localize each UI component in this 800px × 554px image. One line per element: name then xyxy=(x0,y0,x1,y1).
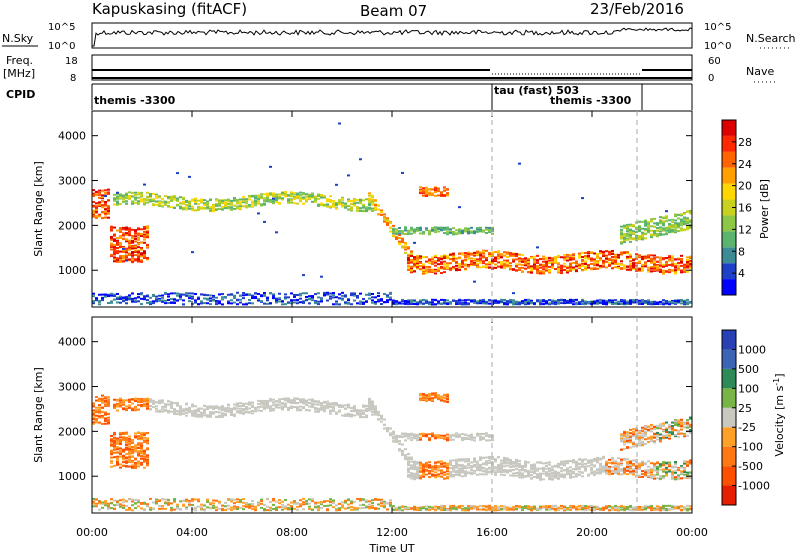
colorbar-tick: -1000 xyxy=(738,480,770,493)
colorbar-swatch xyxy=(722,247,736,264)
cpid-segment: tau (fast) 503 xyxy=(494,84,579,97)
power-heatmap xyxy=(92,122,692,306)
colorbar-swatch xyxy=(722,183,736,200)
colorbar-tick: 100 xyxy=(738,382,759,395)
colorbar-swatch xyxy=(722,427,736,447)
colorbar-swatch xyxy=(722,279,736,295)
nave-label: Nave xyxy=(746,65,774,78)
colorbar-swatch xyxy=(722,120,736,136)
y-tick-label: 2000 xyxy=(58,425,86,438)
beam-title: Beam 07 xyxy=(360,2,427,20)
colorbar-swatch xyxy=(722,135,736,152)
velocity-panel: 1000 2000 3000 4000 Slant Range [km] 1000 50… xyxy=(32,316,787,514)
colorbar-tick: -25 xyxy=(738,421,756,434)
colorbar-swatch xyxy=(722,388,736,408)
sky-noise-trace xyxy=(91,27,693,48)
colorbar-tick: -500 xyxy=(738,460,763,473)
colorbar-tick: 12 xyxy=(738,223,752,236)
x-tick-label: 20:00 xyxy=(576,526,608,539)
colorbar-swatch xyxy=(722,485,736,505)
xaxis-label: Time UT xyxy=(368,542,414,554)
cpid-label: CPID xyxy=(6,88,35,101)
cpid-panel: CPID themis -3300 tau (fast) 503 themis … xyxy=(6,83,693,110)
x-tick-label: 00:00 xyxy=(76,526,108,539)
y-tick-label: 3000 xyxy=(58,175,86,188)
power-colorbar: 28 24 20 16 12 8 4 xyxy=(721,119,752,296)
colorbar-swatch xyxy=(722,349,736,369)
nave-tick-max: 60 xyxy=(708,56,721,67)
velocity-heatmap xyxy=(92,392,692,512)
search-tick-min: 10^0 xyxy=(704,41,731,52)
sky-noise-panel: N.Sky 10^5 10^0 10^5 10^0 N.Search xyxy=(2,22,796,52)
colorbar-swatch xyxy=(722,407,736,428)
y-tick-label: 2000 xyxy=(58,219,86,232)
freq-unit-label: [MHz] xyxy=(3,67,35,80)
nave-tick-min: 0 xyxy=(708,73,714,84)
colorbar-swatch xyxy=(722,167,736,184)
colorbar-swatch xyxy=(722,199,736,216)
power-panel: 1000 2000 3000 4000 Slant Range [km] 28 24 20… xyxy=(32,110,771,308)
colorbar-swatch xyxy=(722,263,736,280)
colorbar-tick: 20 xyxy=(738,180,752,193)
search-tick-max: 10^5 xyxy=(704,22,731,33)
colorbar-swatch xyxy=(722,330,736,350)
power-colorbar-label: Power [dB] xyxy=(758,179,771,239)
colorbar-tick: 500 xyxy=(738,363,759,376)
power-ylabel: Slant Range [km] xyxy=(32,161,45,257)
colorbar-tick: 25 xyxy=(738,402,752,415)
colorbar-swatch xyxy=(722,466,736,486)
velocity-colorbar: 1000 500 100 25 -25 -100 -500 -1000 xyxy=(721,329,770,506)
y-tick-label: 1000 xyxy=(58,264,86,277)
sky-label: N.Sky xyxy=(2,32,34,45)
freq-tick-min: 8 xyxy=(70,73,76,84)
colorbar-tick: 28 xyxy=(738,136,752,149)
colorbar-swatch xyxy=(722,231,736,248)
colorbar-tick: 1000 xyxy=(738,343,766,356)
cpid-segment: themis -3300 xyxy=(550,94,632,107)
velocity-colorbar-label: Velocity [m s-1] xyxy=(772,373,787,456)
y-tick-label: 3000 xyxy=(58,381,86,394)
frequency-panel: Freq. [MHz] 18 8 60 0 Nave xyxy=(3,54,776,84)
search-label: N.Search xyxy=(746,32,796,45)
colorbar-tick: 16 xyxy=(738,202,752,215)
x-tick-label: 04:00 xyxy=(176,526,208,539)
colorbar-swatch xyxy=(722,151,736,168)
colorbar-swatch xyxy=(722,215,736,232)
y-tick-label: 4000 xyxy=(58,336,86,349)
y-tick-label: 4000 xyxy=(58,130,86,143)
freq-tick-max: 18 xyxy=(65,56,78,67)
x-tick-label: 08:00 xyxy=(276,526,308,539)
colorbar-tick: -100 xyxy=(738,441,763,454)
freq-label: Freq. xyxy=(6,54,33,67)
x-tick-label: 00:00 xyxy=(676,526,708,539)
velocity-ylabel: Slant Range [km] xyxy=(32,367,45,463)
station-title: Kapuskasing (fitACF) xyxy=(92,0,247,18)
colorbar-swatch xyxy=(722,446,736,467)
colorbar-tick: 4 xyxy=(738,267,745,280)
cpid-segment: themis -3300 xyxy=(94,94,176,107)
colorbar-swatch xyxy=(722,368,736,389)
sky-tick-max: 10^5 xyxy=(48,22,75,33)
colorbar-tick: 8 xyxy=(738,245,745,258)
colorbar-tick: 24 xyxy=(738,158,752,171)
y-tick-label: 1000 xyxy=(58,470,86,483)
x-tick-label: 12:00 xyxy=(376,526,408,539)
x-tick-label: 16:00 xyxy=(476,526,508,539)
sky-tick-min: 10^0 xyxy=(48,41,75,52)
time-axis: 00:00 04:00 08:00 12:00 16:00 20:00 00:00 xyxy=(76,526,708,539)
date-title: 23/Feb/2016 xyxy=(590,0,684,18)
